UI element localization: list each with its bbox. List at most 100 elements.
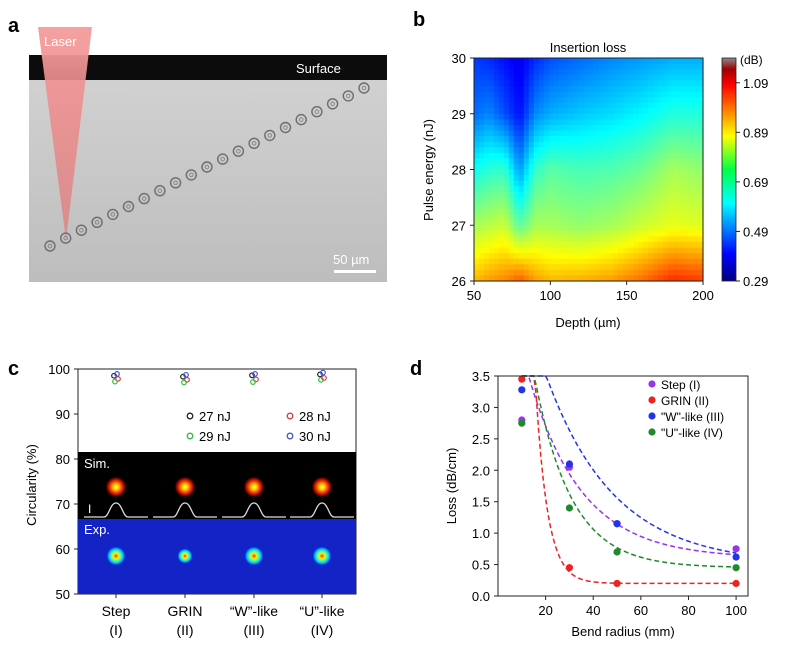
heatmap-cell [513, 97, 520, 104]
heatmap-cell [553, 219, 560, 226]
heatmap-cell [523, 202, 530, 210]
heatmap-cell [498, 247, 505, 254]
heatmap-cell [688, 191, 694, 198]
heatmap-cell [678, 208, 684, 215]
heatmap-cell [508, 269, 515, 277]
heatmap-cell [558, 102, 565, 109]
heatmap-cell [598, 241, 605, 249]
heatmap-cell [498, 124, 505, 132]
heatmap-cell [518, 247, 525, 254]
heatmap-cell [618, 152, 624, 159]
heatmap-cell [613, 63, 619, 70]
heatmap-cell [528, 225, 535, 232]
waveguide-core [204, 164, 210, 170]
heatmap-cell [598, 253, 605, 260]
heatmap-cell [688, 85, 694, 93]
heatmap-cell [483, 97, 490, 104]
heatmap-cell [668, 169, 674, 176]
heatmap-cell [668, 58, 674, 65]
heatmap-cell [663, 136, 669, 143]
heatmap-cell [474, 102, 480, 109]
heatmap-cell [558, 208, 565, 215]
heatmap-cell [673, 63, 679, 70]
heatmap-cell [488, 69, 495, 76]
heatmap-cell [528, 102, 535, 109]
heatmap-cell [673, 258, 679, 265]
heatmap-cell [493, 141, 500, 148]
heatmap-cell [608, 130, 614, 137]
heatmap-cell [583, 136, 590, 143]
heatmap-cell [508, 169, 515, 176]
heatmap-cell [503, 119, 510, 126]
heatmap-cell [523, 275, 530, 282]
heatmap-cell [653, 91, 659, 98]
heatmap-cell [508, 186, 515, 193]
heatmap-cell [588, 186, 595, 193]
heatmap-cell [688, 236, 694, 243]
heatmap-cell [628, 152, 634, 159]
heatmap-cell [518, 113, 525, 120]
heatmap-cell [513, 152, 520, 159]
heatmap-cell [568, 269, 575, 277]
heatmap-cell [548, 191, 555, 198]
heatmap-cell [578, 269, 585, 277]
legend-marker [648, 380, 656, 388]
heatmap-cell [488, 264, 495, 271]
heatmap-cell [528, 208, 535, 215]
heatmap-cell [528, 275, 535, 282]
heatmap-cell [558, 191, 565, 198]
heatmap-cell [608, 219, 614, 226]
heatmap-cell [573, 58, 580, 65]
heatmap-cell [628, 186, 634, 193]
heatmap-cell [688, 197, 694, 204]
heatmap-cell [653, 219, 659, 226]
heatmap-cell [523, 147, 530, 154]
heatmap-cell [578, 91, 585, 98]
heatmap-cell [498, 269, 505, 277]
heatmap-cell [528, 124, 535, 132]
heatmap-cell [588, 230, 595, 237]
heatmap-cell [693, 80, 699, 87]
heatmap-cell [508, 97, 515, 104]
heatmap-cell [663, 208, 669, 215]
heatmap-cell [478, 197, 485, 204]
heatmap-cell [668, 258, 674, 265]
heatmap-cell [603, 69, 610, 76]
circularity-y-tick-label: 50 [56, 587, 70, 602]
heatmap-cell [623, 275, 629, 282]
heatmap-cell [478, 113, 485, 120]
heatmap-cell [683, 202, 689, 210]
heatmap-cell [563, 169, 570, 176]
panel-d: d 20 40 60 80 100 0.00.51.01.52.02.53.03.5 B… [410, 358, 749, 639]
heatmap-cell [648, 202, 654, 210]
heatmap-cell [558, 241, 565, 249]
heatmap-cell [608, 69, 614, 76]
heatmap-cell [693, 69, 699, 76]
heatmap-cell [538, 202, 545, 210]
heatmap-cell [628, 108, 634, 115]
heatmap-cell [558, 124, 565, 132]
heatmap-cell [568, 275, 575, 282]
heatmap-cell [488, 158, 495, 165]
heatmap-cell [643, 253, 649, 260]
heatmap-cell [648, 108, 654, 115]
heatmap-cell [518, 191, 525, 198]
heatmap-cell [698, 180, 704, 187]
heatmap-cell [548, 230, 555, 237]
heatmap-cell [528, 236, 535, 243]
heatmap-cell [518, 202, 525, 210]
heatmap-cell [643, 63, 649, 70]
heatmap-cell [593, 91, 600, 98]
heatmap-cell [688, 163, 694, 171]
heatmap-cell [568, 69, 575, 76]
heatmap-cell [648, 63, 654, 70]
heatmap-cell [613, 141, 619, 148]
heatmap-cell [633, 69, 639, 76]
heatmap-cell [683, 91, 689, 98]
heatmap-cell [543, 269, 550, 277]
heatmap-cell [588, 269, 595, 277]
heatmap-cell [488, 208, 495, 215]
heatmap-cell [683, 130, 689, 137]
heatmap-cell [588, 247, 595, 254]
heatmap-cell [523, 91, 530, 98]
